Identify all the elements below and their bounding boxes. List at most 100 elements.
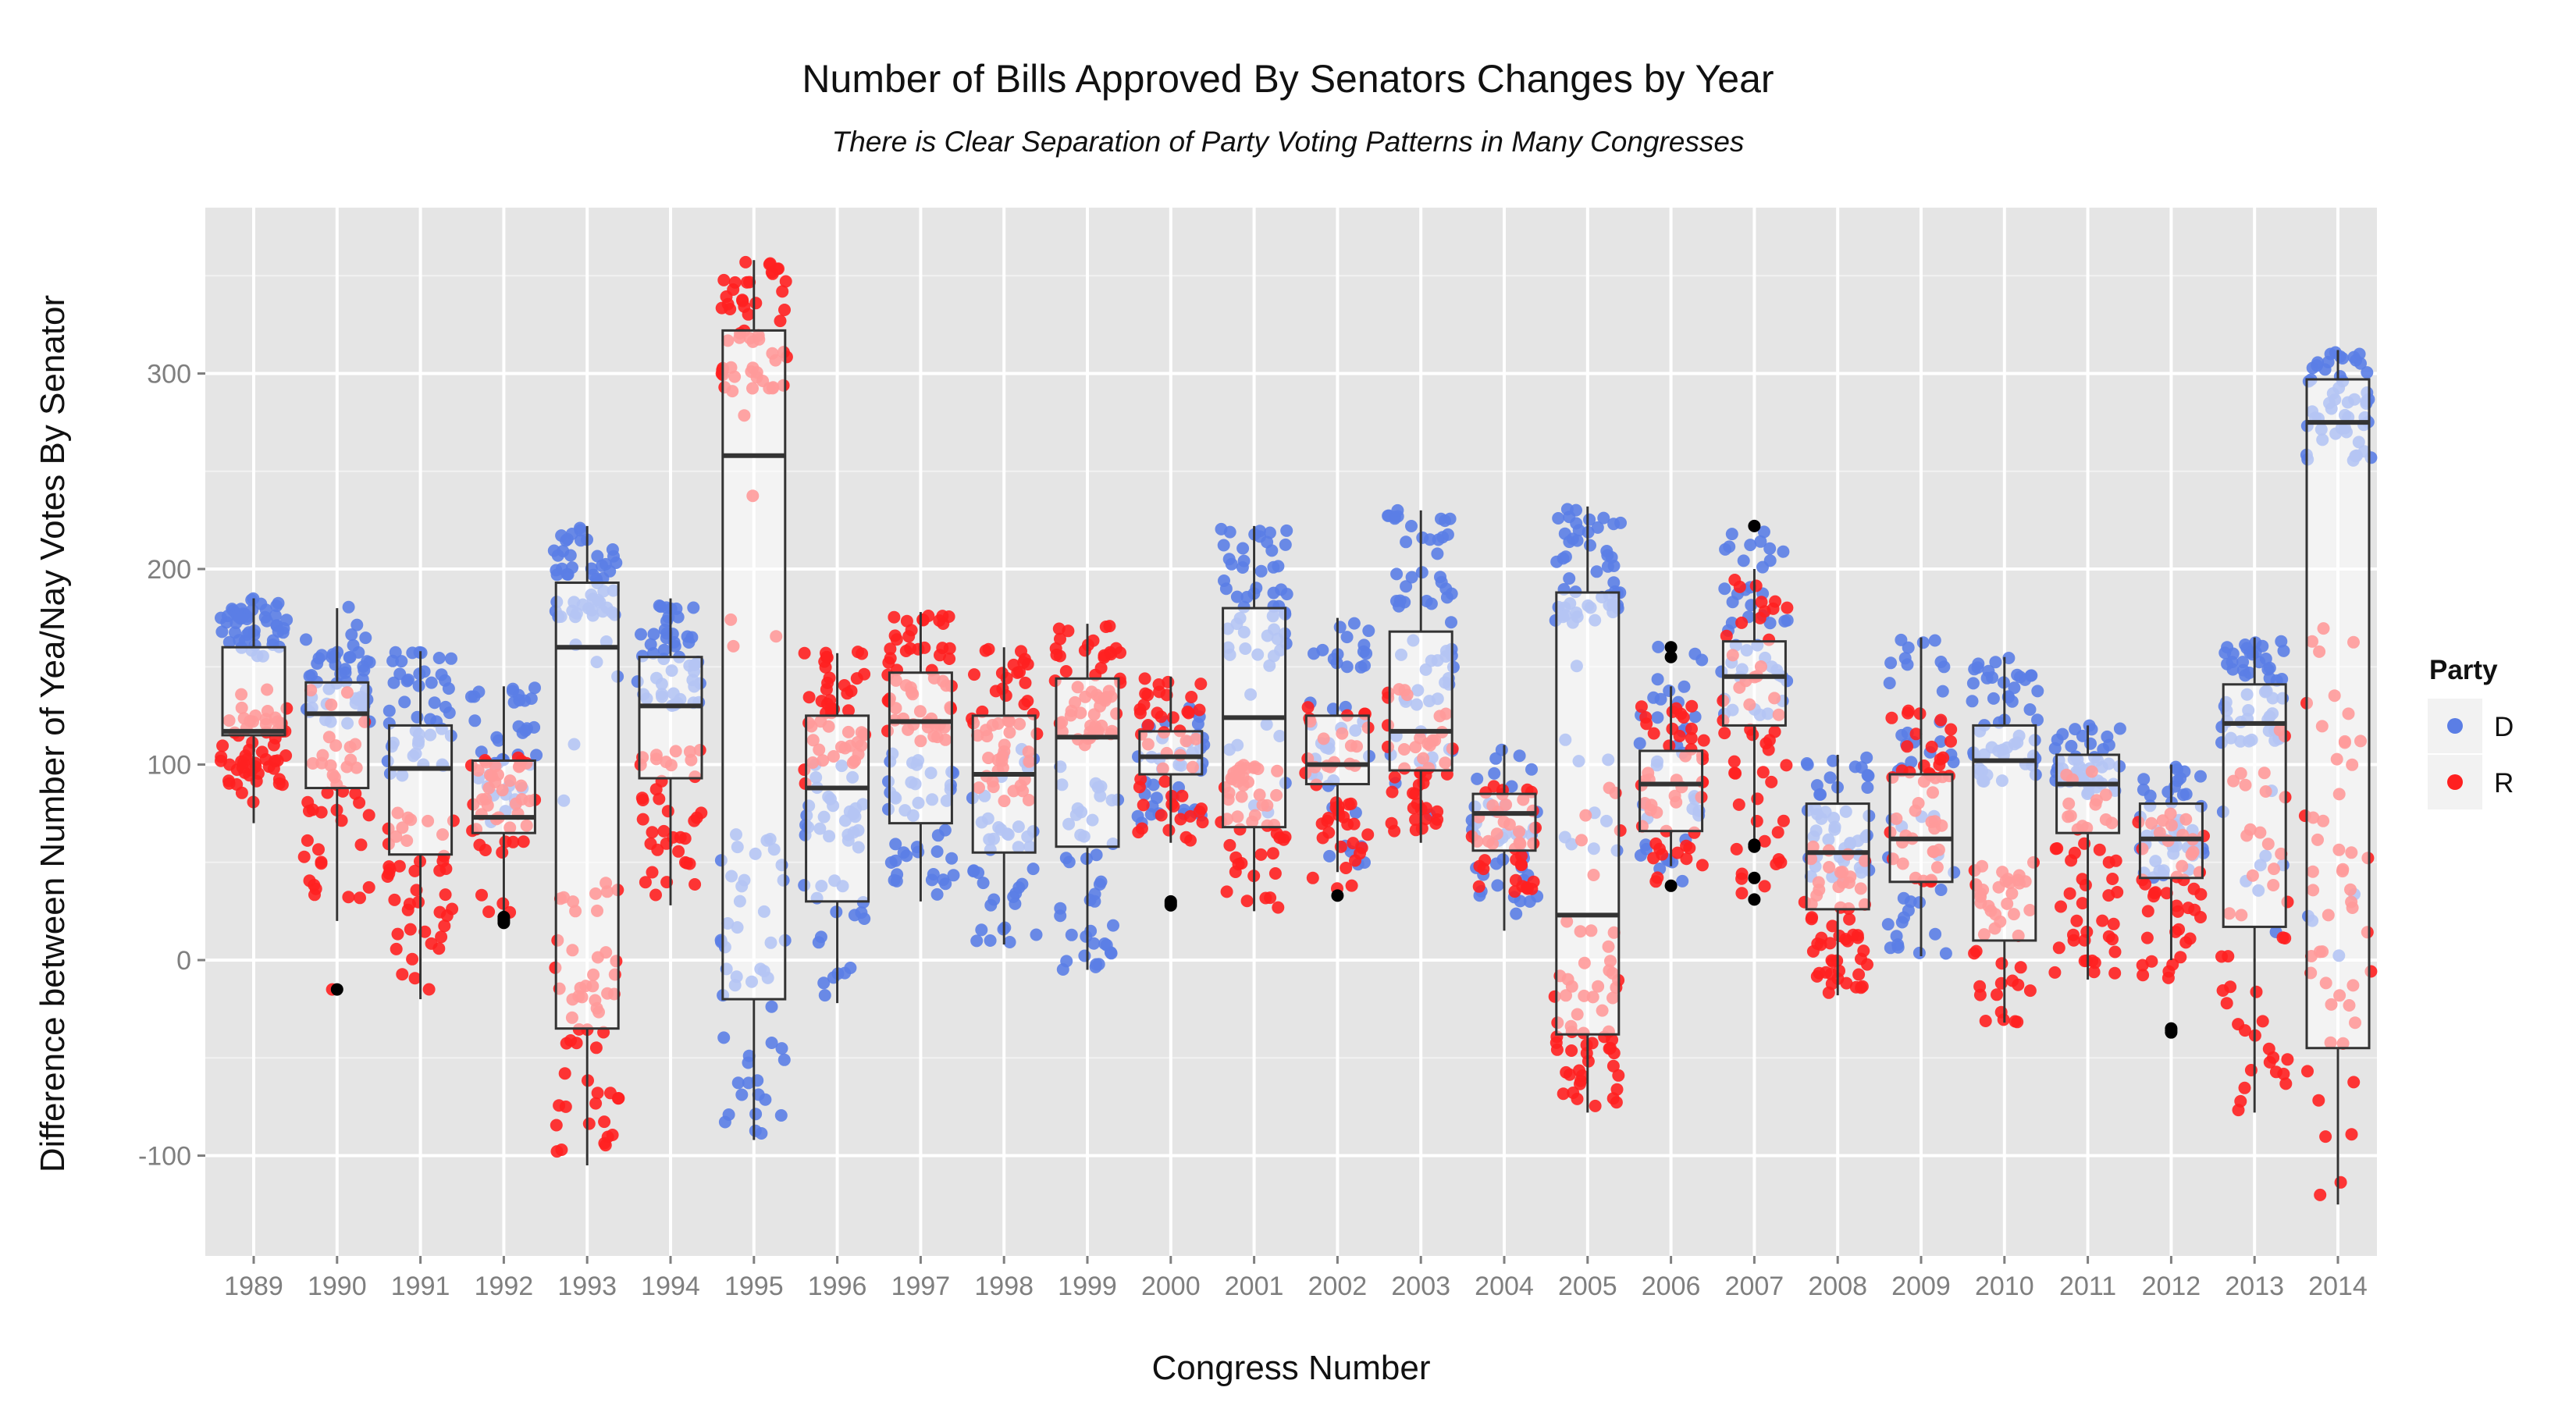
point-r (902, 630, 916, 643)
point-r (1321, 814, 1334, 827)
point-d (1423, 533, 1436, 546)
point-r (2345, 1128, 2358, 1141)
point-d (1640, 842, 1653, 855)
point-r (1141, 719, 1155, 731)
point-r (1843, 912, 1856, 926)
point-d (1912, 946, 1926, 959)
point-r (425, 937, 438, 950)
point-d (752, 1088, 765, 1101)
point-d (1678, 680, 1691, 693)
point-r (743, 276, 756, 289)
point-d (644, 638, 657, 651)
point-r (2216, 984, 2229, 997)
point-r (2238, 1081, 2251, 1094)
point-r (1755, 596, 1768, 609)
point-d (977, 877, 990, 890)
point-d (1966, 695, 1979, 708)
point-d (425, 676, 438, 689)
point-r (1735, 872, 1749, 885)
box-1989 (221, 598, 286, 823)
point-r (688, 878, 702, 891)
point-d (1030, 928, 1043, 941)
point-d (1571, 534, 1584, 547)
point-r (589, 1097, 603, 1110)
point-r (1385, 816, 1398, 830)
point-r (2065, 854, 2078, 867)
point-r (996, 682, 1009, 695)
point-d (1362, 624, 1375, 638)
point-r (639, 876, 652, 889)
x-tick-label: 2003 (1391, 1272, 1450, 1301)
point-r (1340, 862, 1353, 874)
point-r (1193, 703, 1206, 717)
point-d (2161, 785, 2175, 799)
point-r (1758, 834, 1771, 848)
point-r (2136, 959, 2149, 972)
point-d (1550, 555, 1564, 568)
point-r (1344, 797, 1357, 810)
box-2011 (2055, 725, 2121, 980)
point-r (2269, 1065, 2282, 1079)
point-r (856, 647, 869, 660)
point-d (967, 865, 980, 878)
box-body (1972, 724, 2037, 942)
point-d (1090, 848, 1103, 862)
point-r (2234, 1094, 2247, 1108)
point-r (582, 1117, 596, 1130)
point-d (2056, 727, 2069, 741)
point-d (1848, 760, 1862, 774)
point-d (1928, 634, 1941, 647)
point-d (1217, 539, 1230, 552)
box-2002 (1304, 617, 1370, 902)
point-d (755, 1127, 768, 1140)
point-r (1347, 817, 1361, 831)
point-d (1881, 918, 1895, 931)
point-r (235, 786, 248, 799)
point-d (1056, 963, 1069, 976)
point-r (779, 275, 792, 288)
point-r (390, 942, 403, 955)
point-r (1944, 723, 1958, 736)
point-r (2147, 890, 2160, 903)
point-d (2333, 350, 2347, 363)
point-r (496, 846, 509, 859)
point-r (943, 642, 956, 655)
point-r (2014, 961, 2027, 974)
point-d (984, 898, 998, 912)
point-r (1901, 740, 1914, 753)
point-d (1777, 545, 1790, 558)
point-r (2096, 914, 2109, 927)
point-d (1651, 711, 1664, 724)
point-d (266, 634, 279, 647)
point-d (1972, 657, 1985, 670)
point-r (1565, 1044, 1578, 1057)
point-d (765, 1000, 778, 1013)
box-2013 (2222, 637, 2287, 1113)
point-d (1280, 588, 1293, 601)
point-r (2052, 941, 2065, 955)
point-r (2174, 951, 2187, 964)
point-d (1929, 927, 1942, 941)
point-r (1232, 858, 1245, 871)
point-d (1514, 895, 1527, 908)
point-d (1663, 685, 1676, 697)
chart-title: Number of Bills Approved By Senators Cha… (802, 57, 1774, 101)
point-d (492, 734, 505, 747)
box-body (638, 656, 703, 780)
point-d (774, 1109, 788, 1122)
point-r (1019, 676, 1032, 689)
point-d (1883, 677, 1896, 690)
point-d (402, 673, 415, 686)
point-d (2239, 669, 2252, 682)
point-r (1409, 788, 1422, 801)
point-d (435, 668, 448, 681)
point-r (1780, 759, 1793, 772)
point-r (1685, 699, 1699, 713)
point-r (1718, 727, 1731, 740)
point-r (1515, 859, 1528, 872)
point-r (1098, 651, 1111, 664)
point-r (1137, 799, 1150, 812)
point-r (279, 749, 293, 762)
point-r (1419, 769, 1432, 782)
